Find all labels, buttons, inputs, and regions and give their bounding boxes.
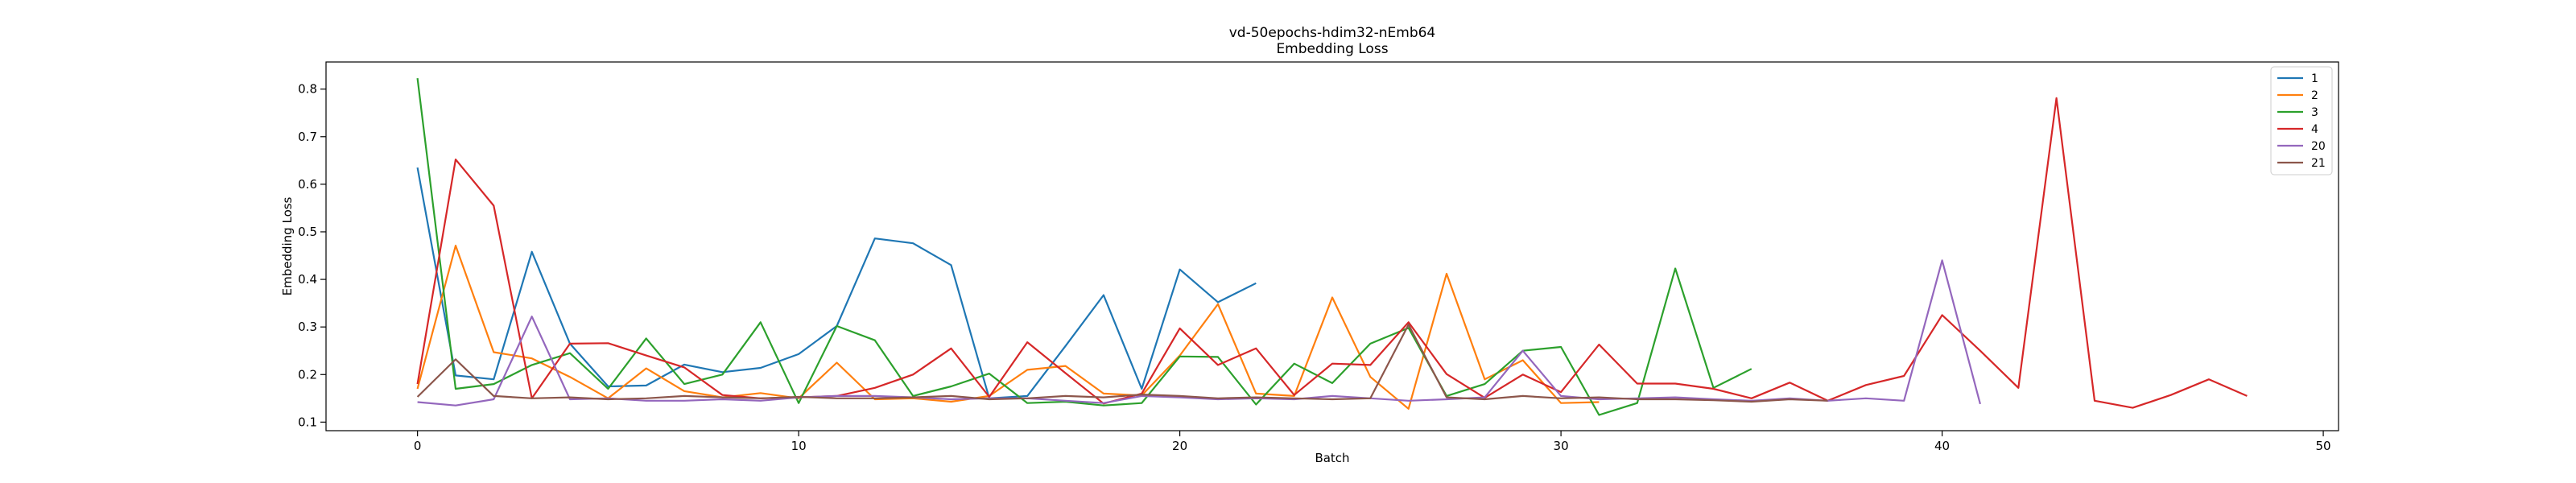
series-line-3 [416, 77, 1752, 416]
y-tick-label: 0.2 [298, 367, 317, 382]
legend-label-20: 20 [2311, 140, 2326, 153]
series-line-2 [416, 245, 1600, 410]
legend-label-4: 4 [2311, 123, 2318, 136]
x-axis: 0 10 20 30 40 50 [414, 431, 2331, 453]
chart-subtitle: Embedding Loss [1276, 41, 1388, 57]
legend: 1 2 3 4 20 21 [2270, 66, 2333, 175]
y-tick-label: 0.5 [298, 225, 317, 239]
x-tick-label: 50 [2316, 439, 2331, 453]
x-tick-label: 20 [1172, 439, 1187, 453]
chart-title: vd-50epochs-hdim32-nEmb64 [1229, 25, 1436, 41]
y-tick-label: 0.8 [298, 82, 317, 97]
x-tick-label: 10 [791, 439, 807, 453]
x-tick-label: 0 [414, 439, 422, 453]
y-axis-label: Embedding Loss [280, 196, 295, 295]
y-tick-label: 0.3 [298, 320, 317, 334]
legend-label-3: 3 [2311, 106, 2318, 119]
legend-label-1: 1 [2311, 72, 2318, 85]
series-line-21 [416, 324, 1828, 403]
x-axis-label: Batch [1315, 451, 1349, 465]
x-tick-label: 30 [1554, 439, 1569, 453]
series-line-4 [416, 97, 2248, 409]
plot-frame [325, 61, 2339, 431]
y-tick-label: 0.7 [298, 130, 317, 144]
legend-label-2: 2 [2311, 89, 2318, 102]
x-tick-label: 40 [1934, 439, 1950, 453]
plot-area [416, 77, 2248, 416]
y-axis: 0.1 0.2 0.3 0.4 0.5 0.6 0.7 0.8 [298, 82, 326, 429]
legend-label-21: 21 [2311, 157, 2326, 170]
y-tick-label: 0.4 [298, 272, 317, 287]
legend-box [2270, 66, 2333, 175]
series-line-20 [417, 259, 1981, 407]
y-tick-label: 0.6 [298, 177, 317, 192]
y-tick-label: 0.1 [298, 415, 317, 429]
